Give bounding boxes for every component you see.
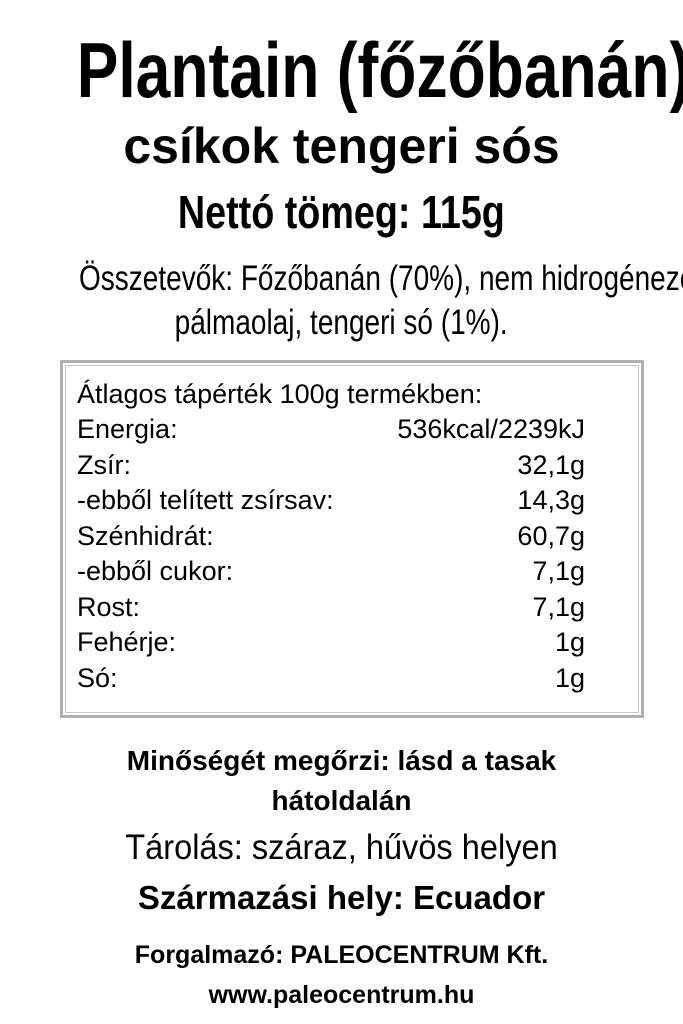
nutrition-row: Fehérje: 1g xyxy=(77,625,585,659)
nutrient-label: Szénhidrát: xyxy=(77,520,214,551)
nutrient-label: Só: xyxy=(77,662,118,693)
ingredients-text-1: Összetevők: Főzőbanán (70%), nem hidrogé… xyxy=(78,259,683,298)
product-title: Plantain (főzőbanán) xyxy=(0,22,683,118)
nutrition-table-inner-border xyxy=(65,365,639,713)
net-weight-text: Nettó tömeg: 115g xyxy=(178,186,505,238)
ingredients-line-2: pálmaolaj, tengeri só (1%). xyxy=(0,302,683,344)
net-weight: Nettó tömeg: 115g xyxy=(0,184,683,240)
nutrient-value: 1g xyxy=(554,627,585,657)
nutrient-value: 7,1g xyxy=(532,556,585,586)
nutrition-heading: Átlagos tápérték 100g termékben: xyxy=(77,379,483,409)
nutrient-label: Rost: xyxy=(77,591,141,622)
nutrition-row: Rost: 7,1g xyxy=(77,590,585,624)
nutrition-table: Átlagos tápérték 100g termékben: Energia… xyxy=(60,360,644,718)
best-before-line-1: Minőségét megőrzi: lásd a tasak xyxy=(126,745,557,776)
nutrient-value: 7,1g xyxy=(532,591,585,622)
nutrient-value: 14,3g xyxy=(517,485,585,515)
nutrition-row: -ebből telített zsírsav: 14,3g xyxy=(77,483,585,517)
nutrient-value: 536kcal/2239kJ xyxy=(397,414,585,444)
nutrient-label: Zsír: xyxy=(77,449,131,480)
distributor-info: Forgalmazó: PALEOCENTRUM Kft. xyxy=(134,941,549,969)
nutrition-row: Zsír: 32,1g xyxy=(77,448,585,482)
product-title-text: Plantain (főzőbanán) xyxy=(76,26,683,114)
nutrition-row: Energia: 536kcal/2239kJ xyxy=(77,412,585,446)
nutrient-value: 60,7g xyxy=(517,520,585,551)
nutrient-label: Fehérje: xyxy=(77,627,177,657)
nutrient-label: Energia: xyxy=(77,414,178,444)
storage-text: Tárolás: száraz, hűvös helyen xyxy=(125,828,558,867)
ingredients-text-2: pálmaolaj, tengeri só (1%). xyxy=(174,303,509,342)
website-link[interactable]: www.paleocentrum.hu xyxy=(208,981,475,1009)
product-subtitle: csíkok tengeri sós xyxy=(123,118,560,174)
best-before-line-2: hátoldalán xyxy=(271,785,412,816)
ingredients-line-1: Összetevők: Főzőbanán (70%), nem hidrogé… xyxy=(0,258,683,300)
nutrient-value: 1g xyxy=(554,662,585,693)
nutrient-label: -ebből telített zsírsav: xyxy=(77,485,334,515)
nutrient-value: 32,1g xyxy=(517,449,585,480)
nutrition-row: -ebből cukor: 7,1g xyxy=(77,554,585,588)
origin-info: Származási hely: Ecuador xyxy=(137,879,546,916)
nutrition-row: Szénhidrát: 60,7g xyxy=(77,519,585,553)
storage-info: Tárolás: száraz, hűvös helyen xyxy=(0,826,683,870)
nutrition-row: Só: 1g xyxy=(77,661,585,695)
nutrient-label: -ebből cukor: xyxy=(77,556,234,586)
